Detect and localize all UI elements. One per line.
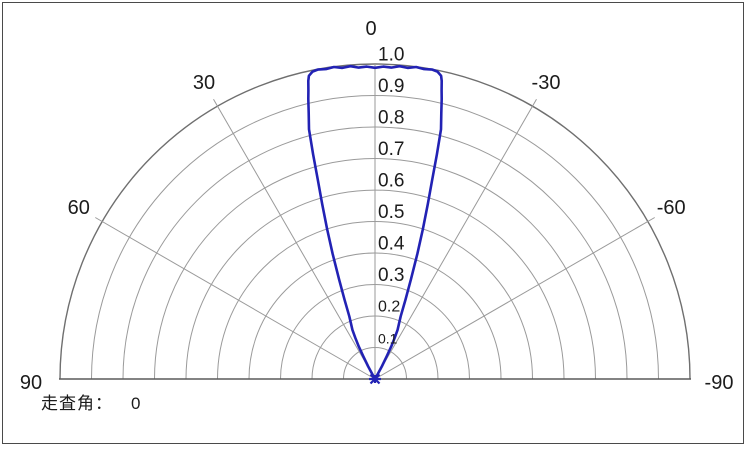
angle-tick-label: 60 [68,197,90,219]
radial-tick-label: 0.6 [378,171,404,192]
radial-tick-label: 0.7 [378,139,404,160]
scan-angle-value: 0 [131,394,142,413]
angle-tick-label: -60 [657,197,686,219]
angle-tick-label: 30 [193,72,215,94]
angle-tick-label: -30 [532,72,561,94]
angle-spoke [95,217,376,380]
radial-tick-label: 0.8 [378,108,404,129]
scan-angle-label: 走査角： [41,394,113,413]
angle-spoke [374,99,537,380]
radial-tick-label: 0.3 [378,265,404,286]
angle-tick-label: 90 [20,372,42,394]
radial-tick-label: 0.1 [378,331,398,347]
radial-tick-label: 1.0 [378,45,404,66]
angle-spoke [374,217,655,380]
center-marker-icon [369,373,381,385]
angle-tick-label: 0 [365,18,376,40]
radial-tick-label: 0.9 [378,76,404,97]
radial-tick-label: 0.5 [378,202,404,223]
radial-tick-label: 0.2 [378,299,400,316]
radial-tick-label: 0.4 [378,234,405,255]
scan-angle-readout: 走査角： 0 [41,389,141,414]
beam-pattern-curve [306,64,444,381]
angle-spoke [213,99,376,380]
angle-tick-label: -90 [705,372,734,394]
